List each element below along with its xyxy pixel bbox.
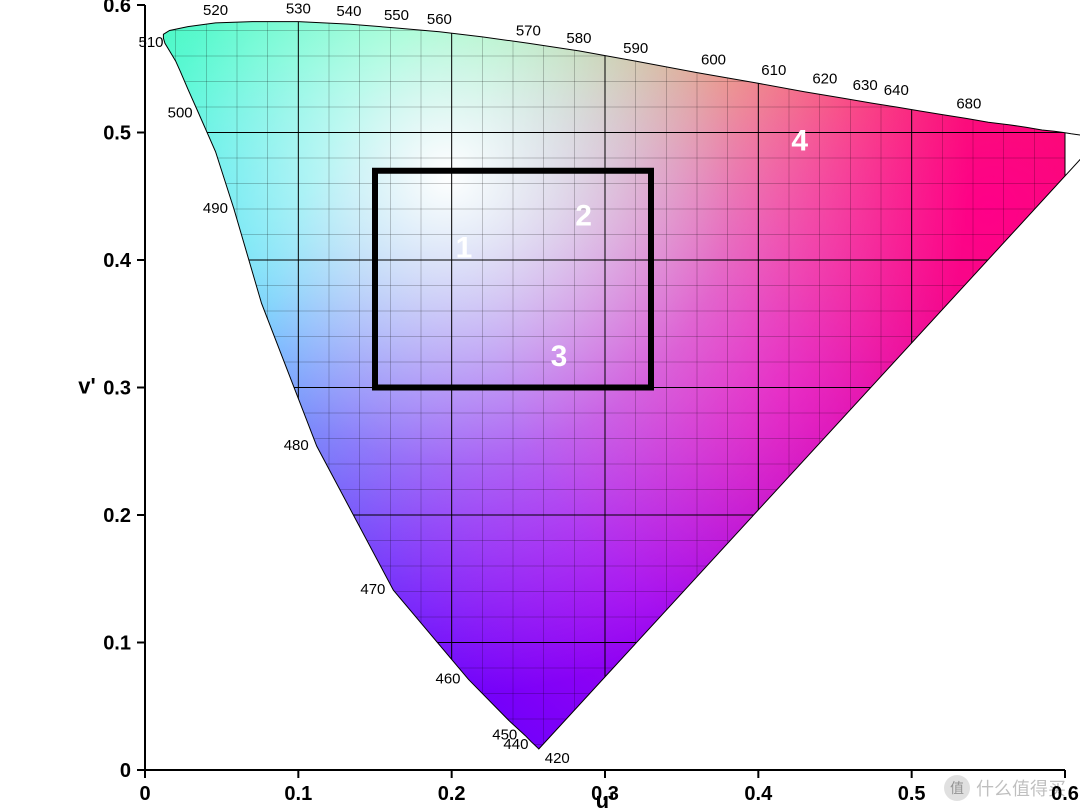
- wavelength-label: 580: [566, 30, 591, 47]
- wavelength-label: 630: [853, 77, 878, 94]
- annotation-2: 2: [575, 200, 592, 233]
- wavelength-label: 540: [336, 3, 361, 20]
- wavelength-label: 570: [516, 22, 541, 39]
- watermark: 值 什么值得买: [944, 775, 1066, 801]
- wavelength-label: 450: [492, 727, 517, 744]
- chromaticity-chart: 00.10.20.30.40.50.600.10.20.30.40.50.6u'…: [0, 0, 1080, 811]
- wavelength-label: 680: [956, 96, 981, 113]
- wavelength-label: 530: [286, 1, 311, 18]
- wavelength-label: 610: [761, 62, 786, 79]
- y-tick-label: 0: [120, 760, 131, 782]
- wavelength-label: 590: [623, 40, 648, 57]
- wavelength-label: 460: [436, 670, 461, 687]
- wavelength-label: 640: [884, 82, 909, 99]
- wavelength-label: 490: [203, 200, 228, 217]
- x-tick-label: 0.1: [284, 783, 312, 805]
- wavelength-label: 510: [139, 34, 164, 51]
- y-axis-title: v': [78, 374, 95, 399]
- x-tick-label: 0.2: [438, 783, 466, 805]
- wavelength-label: 600: [701, 52, 726, 69]
- annotation-4: 4: [791, 124, 808, 157]
- x-tick-label: 0.4: [744, 783, 773, 805]
- wavelength-label: 470: [360, 581, 385, 598]
- wavelength-label: 560: [427, 11, 452, 28]
- wavelength-label: 520: [203, 2, 228, 19]
- y-tick-label: 0.1: [103, 633, 131, 655]
- wavelength-label: 550: [384, 7, 409, 24]
- x-axis-title: u': [596, 788, 615, 811]
- watermark-icon: 值: [944, 775, 970, 801]
- y-tick-label: 0.2: [103, 505, 131, 527]
- wavelength-label: 500: [168, 104, 193, 121]
- annotation-3: 3: [551, 340, 568, 373]
- y-tick-label: 0.4: [103, 250, 132, 272]
- wavelength-label: 620: [812, 71, 837, 88]
- x-tick-label: 0: [139, 783, 150, 805]
- y-tick-label: 0.6: [103, 0, 131, 17]
- chart-svg: 00.10.20.30.40.50.600.10.20.30.40.50.6u'…: [0, 0, 1080, 811]
- y-tick-label: 0.3: [103, 378, 131, 400]
- y-tick-label: 0.5: [103, 123, 131, 145]
- wavelength-label: 420: [545, 750, 570, 767]
- wavelength-label: 480: [284, 437, 309, 454]
- watermark-text: 什么值得买: [976, 775, 1066, 801]
- x-tick-label: 0.5: [898, 783, 926, 805]
- annotation-1: 1: [456, 231, 473, 264]
